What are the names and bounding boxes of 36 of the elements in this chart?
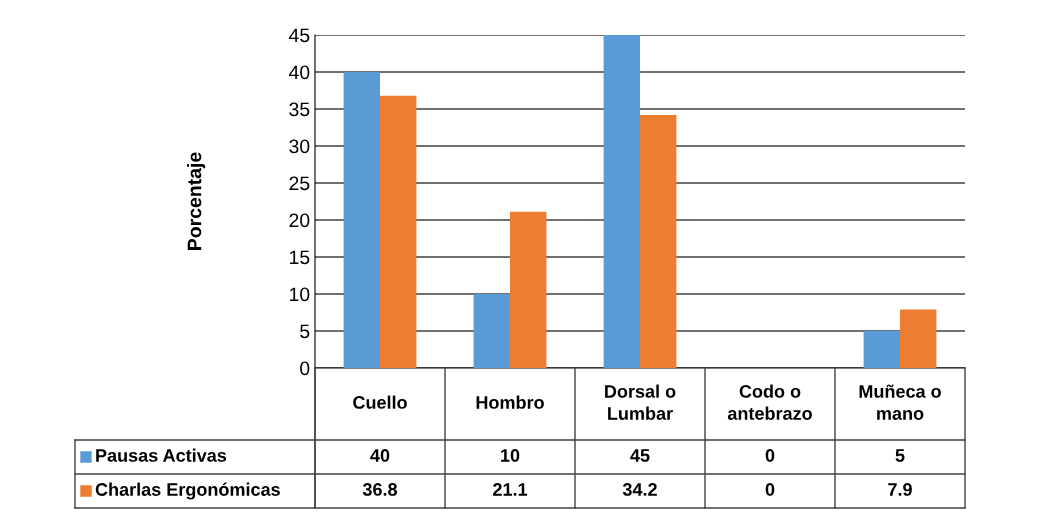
bar (510, 211, 547, 368)
y-tick-label: 35 (289, 102, 310, 117)
y-tick-label: 20 (289, 213, 310, 228)
data-label: 45 (630, 449, 650, 462)
data-label: 10 (501, 449, 520, 462)
data-label: 7.9 (888, 483, 912, 496)
y-tick-label: 15 (290, 250, 310, 265)
bar (343, 72, 380, 368)
y-axis-title: Porcentaje (187, 152, 206, 250)
x-tick-label: Muñeca o mano (859, 384, 941, 420)
bar (380, 95, 417, 368)
x-tick-label: Hombro (476, 395, 544, 409)
data-label: 21.1 (493, 483, 528, 496)
bar (473, 294, 510, 368)
data-label: 40 (370, 449, 390, 462)
legend-label: Pausas Activas (96, 448, 227, 462)
y-tick-label: 30 (289, 139, 310, 154)
y-tick-label: 45 (288, 28, 310, 43)
y-tick-label: 10 (290, 287, 310, 302)
y-tick-label: 25 (289, 176, 310, 191)
bar (603, 35, 640, 368)
legend-label: Charlas Ergonómicas (95, 482, 280, 500)
bar (863, 331, 900, 368)
data-label: 0 (765, 449, 775, 462)
x-tick-label: Cuello (353, 395, 407, 409)
data-label: 34.2 (622, 483, 657, 496)
y-tick-label: 5 (300, 324, 310, 339)
x-tick-label: Dorsal o Lumbar (605, 384, 676, 420)
y-tick-label: 0 (300, 361, 310, 376)
bar (900, 309, 937, 368)
bar (640, 114, 677, 368)
data-label: 0 (765, 483, 775, 496)
y-tick-label: 40 (288, 65, 310, 80)
data-label: 5 (895, 449, 905, 462)
x-tick-label: Codo o antebrazo (727, 384, 812, 420)
data-label: 36.8 (362, 483, 398, 496)
